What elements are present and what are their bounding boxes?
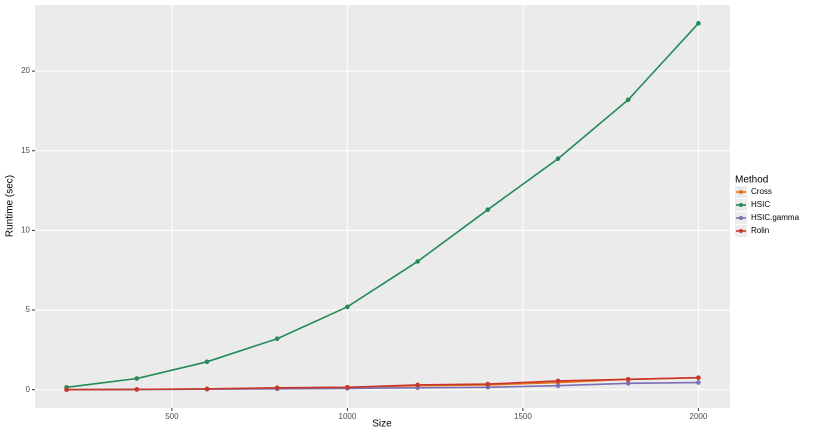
point	[696, 21, 701, 26]
point	[555, 156, 561, 162]
legend-label: HSIC	[751, 200, 770, 209]
point	[274, 336, 280, 342]
point	[555, 378, 561, 384]
point	[345, 304, 350, 310]
series-line	[66, 22, 699, 389]
point	[485, 384, 491, 390]
legend-point	[739, 203, 743, 207]
legend-label: HSIC.gamma	[751, 213, 800, 222]
legend-label: Cross	[751, 187, 772, 196]
point	[64, 387, 69, 392]
y-tick-label: 20	[21, 66, 30, 75]
x-tick-label: 500	[165, 412, 179, 421]
point	[696, 375, 701, 381]
point	[696, 380, 701, 385]
point	[625, 97, 631, 103]
legend-point	[739, 229, 743, 233]
point	[485, 381, 491, 387]
point	[204, 359, 210, 365]
point	[485, 207, 491, 212]
point	[415, 382, 420, 388]
y-axis-label: Runtime (sec)	[5, 175, 16, 237]
x-tick-label: 1500	[514, 412, 532, 421]
legend-point	[739, 190, 743, 194]
legend-label: Rolin	[751, 226, 769, 235]
point	[274, 385, 280, 391]
point	[204, 386, 210, 392]
y-tick-label: 10	[21, 226, 30, 235]
point	[625, 381, 631, 386]
legend-title: Method	[735, 175, 768, 186]
point	[415, 259, 420, 264]
point	[134, 387, 140, 392]
series-line	[66, 376, 699, 391]
y-tick-label: 5	[26, 305, 31, 314]
point	[345, 384, 350, 390]
point	[625, 377, 631, 382]
point	[134, 376, 140, 381]
legend-point	[739, 216, 743, 220]
y-tick-label: 15	[21, 146, 30, 155]
point	[555, 383, 561, 388]
x-tick-label: 2000	[690, 412, 708, 421]
panel	[35, 5, 730, 408]
x-tick-label: 1000	[339, 412, 357, 421]
x-axis-label: Size	[372, 419, 392, 430]
y-tick-label: 0	[26, 385, 31, 394]
